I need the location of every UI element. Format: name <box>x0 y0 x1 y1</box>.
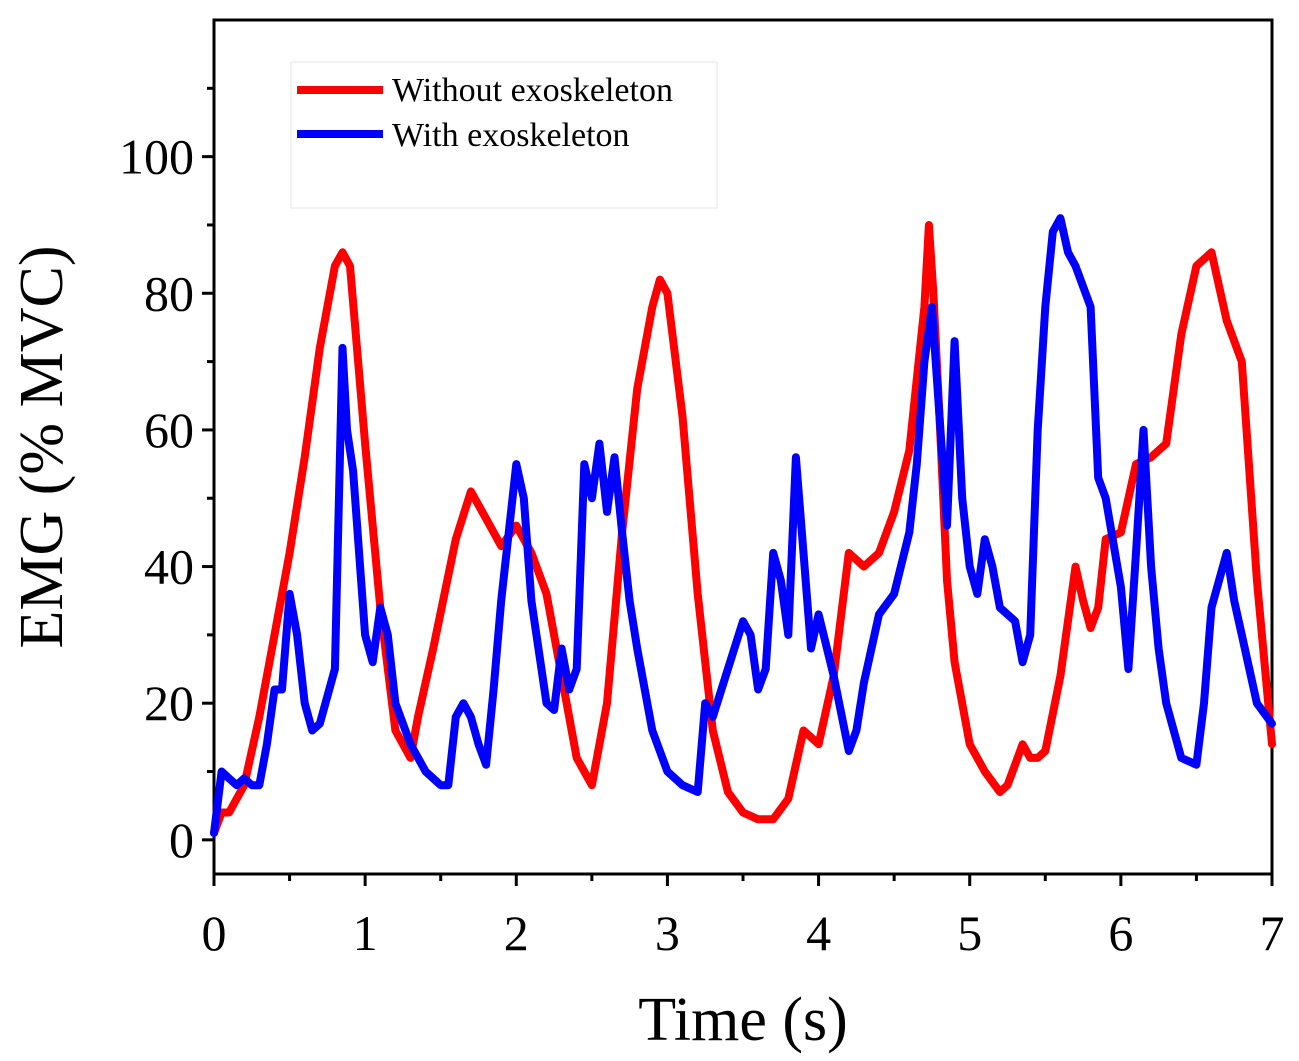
y-tick-label: 100 <box>119 129 194 185</box>
series-layer <box>210 214 1276 837</box>
x-tick-label: 4 <box>806 905 831 961</box>
y-tick-label: 60 <box>144 402 194 458</box>
x-tick-label: 3 <box>655 905 680 961</box>
y-axis-title: EMG (% MVC) <box>8 246 76 649</box>
y-tick-label: 80 <box>144 265 194 321</box>
legend-label-without-exoskeleton: Without exoskeleton <box>392 72 673 109</box>
y-tick-label: 40 <box>144 539 194 595</box>
y-tick-label: 20 <box>144 675 194 731</box>
x-axis-title: Time (s) <box>638 986 848 1054</box>
x-tick-label: 2 <box>504 905 529 961</box>
series-line-with-exoskeleton <box>210 214 1276 837</box>
legend-label-with-exoskeleton: With exoskeleton <box>392 117 630 154</box>
x-tick-label: 1 <box>353 905 378 961</box>
y-tick-label: 0 <box>169 812 194 868</box>
legend: Without exoskeleton With exoskeleton <box>290 61 718 209</box>
axes-layer: 0 1 2 3 4 5 6 7 0 20 40 60 80 100 <box>119 86 1285 961</box>
x-tick-label: 0 <box>202 905 227 961</box>
x-tick-label: 6 <box>1108 905 1133 961</box>
x-tick-label: 5 <box>957 905 982 961</box>
x-tick-label: 7 <box>1260 905 1285 961</box>
